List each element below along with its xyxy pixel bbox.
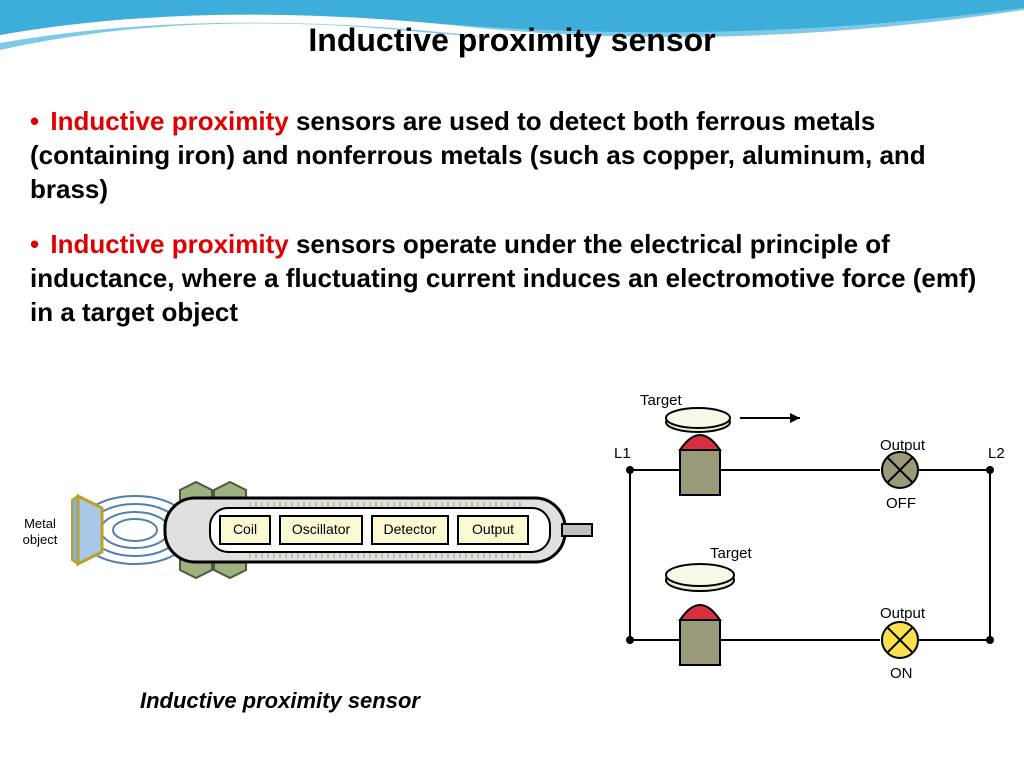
bullet-2-highlight: Inductive proximity [50, 229, 288, 259]
diagram-area: Metal object [0, 380, 1024, 720]
metal-object-label-2: object [23, 532, 58, 547]
block-coil-label: Coil [233, 521, 257, 537]
diagram-caption: Inductive proximity sensor [140, 688, 420, 714]
sensor-off [680, 435, 720, 495]
lamp-on [882, 622, 918, 658]
bullet-2: • Inductive proximity sensors operate un… [30, 228, 990, 329]
off-label: OFF [886, 495, 916, 512]
target-disk-top [666, 408, 730, 432]
l2-label: L2 [988, 445, 1005, 462]
block-output-label: Output [472, 521, 514, 537]
bullet-1: • Inductive proximity sensors are used t… [30, 105, 990, 206]
block-oscillator-label: Oscillator [292, 521, 351, 537]
slide-title: Inductive proximity sensor [0, 22, 1024, 59]
target-label-2: Target [710, 545, 753, 562]
sensor-on [680, 605, 720, 665]
l1-label: L1 [614, 445, 631, 462]
circuit-diagram: Target L1 L2 Output OFF [600, 380, 1020, 690]
target-label-1: Target [640, 392, 683, 409]
lamp-off [882, 452, 918, 488]
output-label-2: Output [880, 605, 926, 622]
target-disk-bottom [666, 564, 734, 591]
bullet-1-highlight: Inductive proximity [50, 106, 288, 136]
motion-arrow-head [790, 413, 800, 423]
sensor-cutaway-diagram: Metal object [0, 420, 600, 640]
metal-object-label: Metal [24, 516, 56, 531]
metal-object-icon [72, 496, 102, 564]
output-label-1: Output [880, 437, 926, 454]
on-label: ON [890, 665, 913, 682]
content-area: • Inductive proximity sensors are used t… [30, 105, 990, 352]
block-detector-label: Detector [384, 521, 437, 537]
